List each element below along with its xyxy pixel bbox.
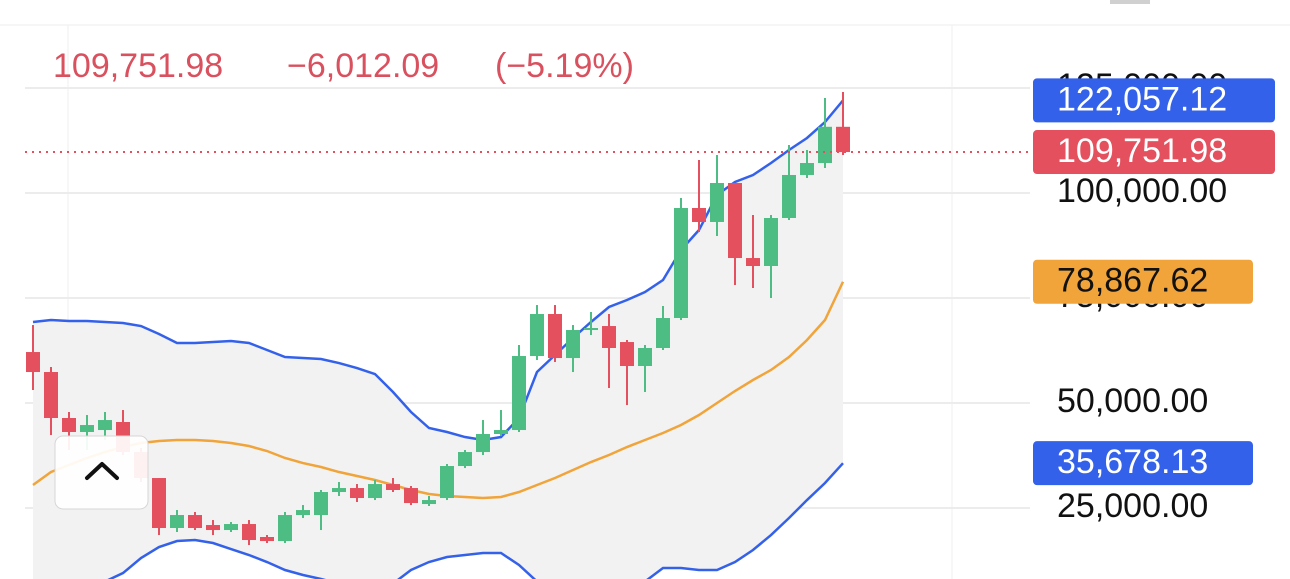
band-line xyxy=(32,99,844,442)
candle-body xyxy=(62,418,76,432)
y-tick-label: 25,000.00 xyxy=(1057,487,1208,525)
button-box[interactable] xyxy=(54,435,149,510)
last-price: 109,751.98 xyxy=(53,47,223,85)
candle-body xyxy=(476,434,490,453)
candle-body xyxy=(350,488,364,499)
candle-body xyxy=(728,183,742,259)
band-line xyxy=(32,281,845,500)
price-label-box xyxy=(1033,259,1253,304)
candle-body xyxy=(404,488,418,504)
change: −6,012.09 xyxy=(287,47,439,85)
candle-body xyxy=(656,318,670,348)
candle-body xyxy=(26,352,40,373)
price-label: 78,867.62 xyxy=(1057,262,1208,300)
candle-body xyxy=(278,515,292,542)
change-pct: (−5.19%) xyxy=(495,47,634,85)
price-label-box xyxy=(1033,130,1275,175)
price-label: 122,057.12 xyxy=(1057,80,1227,118)
candle-body xyxy=(422,500,436,505)
candle-body xyxy=(710,183,724,222)
top-icon[interactable] xyxy=(1110,0,1150,4)
candle-body xyxy=(548,314,562,359)
candle-body xyxy=(566,330,580,359)
candle-body xyxy=(386,484,400,490)
candle-body xyxy=(674,208,688,319)
candle-body xyxy=(188,515,202,529)
candle-body xyxy=(440,466,454,499)
y-tick-label: 100,000.00 xyxy=(1057,172,1227,210)
candle-body xyxy=(584,327,598,331)
candle-body xyxy=(512,356,526,431)
y-tick-label: 50,000.00 xyxy=(1057,382,1208,420)
candle-body xyxy=(242,524,256,541)
candle-body xyxy=(782,174,796,218)
candle-body xyxy=(260,536,274,542)
candle-body xyxy=(206,525,220,531)
candle-body xyxy=(764,217,778,267)
candle-body xyxy=(152,478,166,529)
band-line xyxy=(107,462,844,579)
candle-body xyxy=(44,372,58,419)
candle-body xyxy=(800,163,814,175)
chevron-up[interactable] xyxy=(85,462,119,480)
candle-body xyxy=(746,258,760,267)
candle-body xyxy=(602,326,616,348)
candle-body xyxy=(620,342,634,367)
candle-body xyxy=(98,420,112,431)
candle-body xyxy=(836,126,850,153)
candle-body xyxy=(296,510,310,516)
candle-body xyxy=(368,484,382,499)
price-label: 109,751.98 xyxy=(1057,132,1227,170)
candle-body xyxy=(458,452,472,467)
candle-body xyxy=(638,347,652,367)
band-fill xyxy=(33,100,843,579)
candle-body xyxy=(818,126,832,164)
candle-body xyxy=(314,492,328,516)
price-label-box xyxy=(1033,441,1253,486)
candle-body xyxy=(692,208,706,222)
price-label: 35,678.13 xyxy=(1057,443,1208,481)
candle-body xyxy=(332,488,346,493)
price-label-box xyxy=(1033,78,1275,123)
candle-body xyxy=(530,314,544,357)
candle-body xyxy=(80,425,94,432)
candle-body xyxy=(224,524,238,531)
collapse-button[interactable] xyxy=(54,435,149,510)
candle-body xyxy=(494,430,508,435)
candle-body xyxy=(170,515,184,529)
